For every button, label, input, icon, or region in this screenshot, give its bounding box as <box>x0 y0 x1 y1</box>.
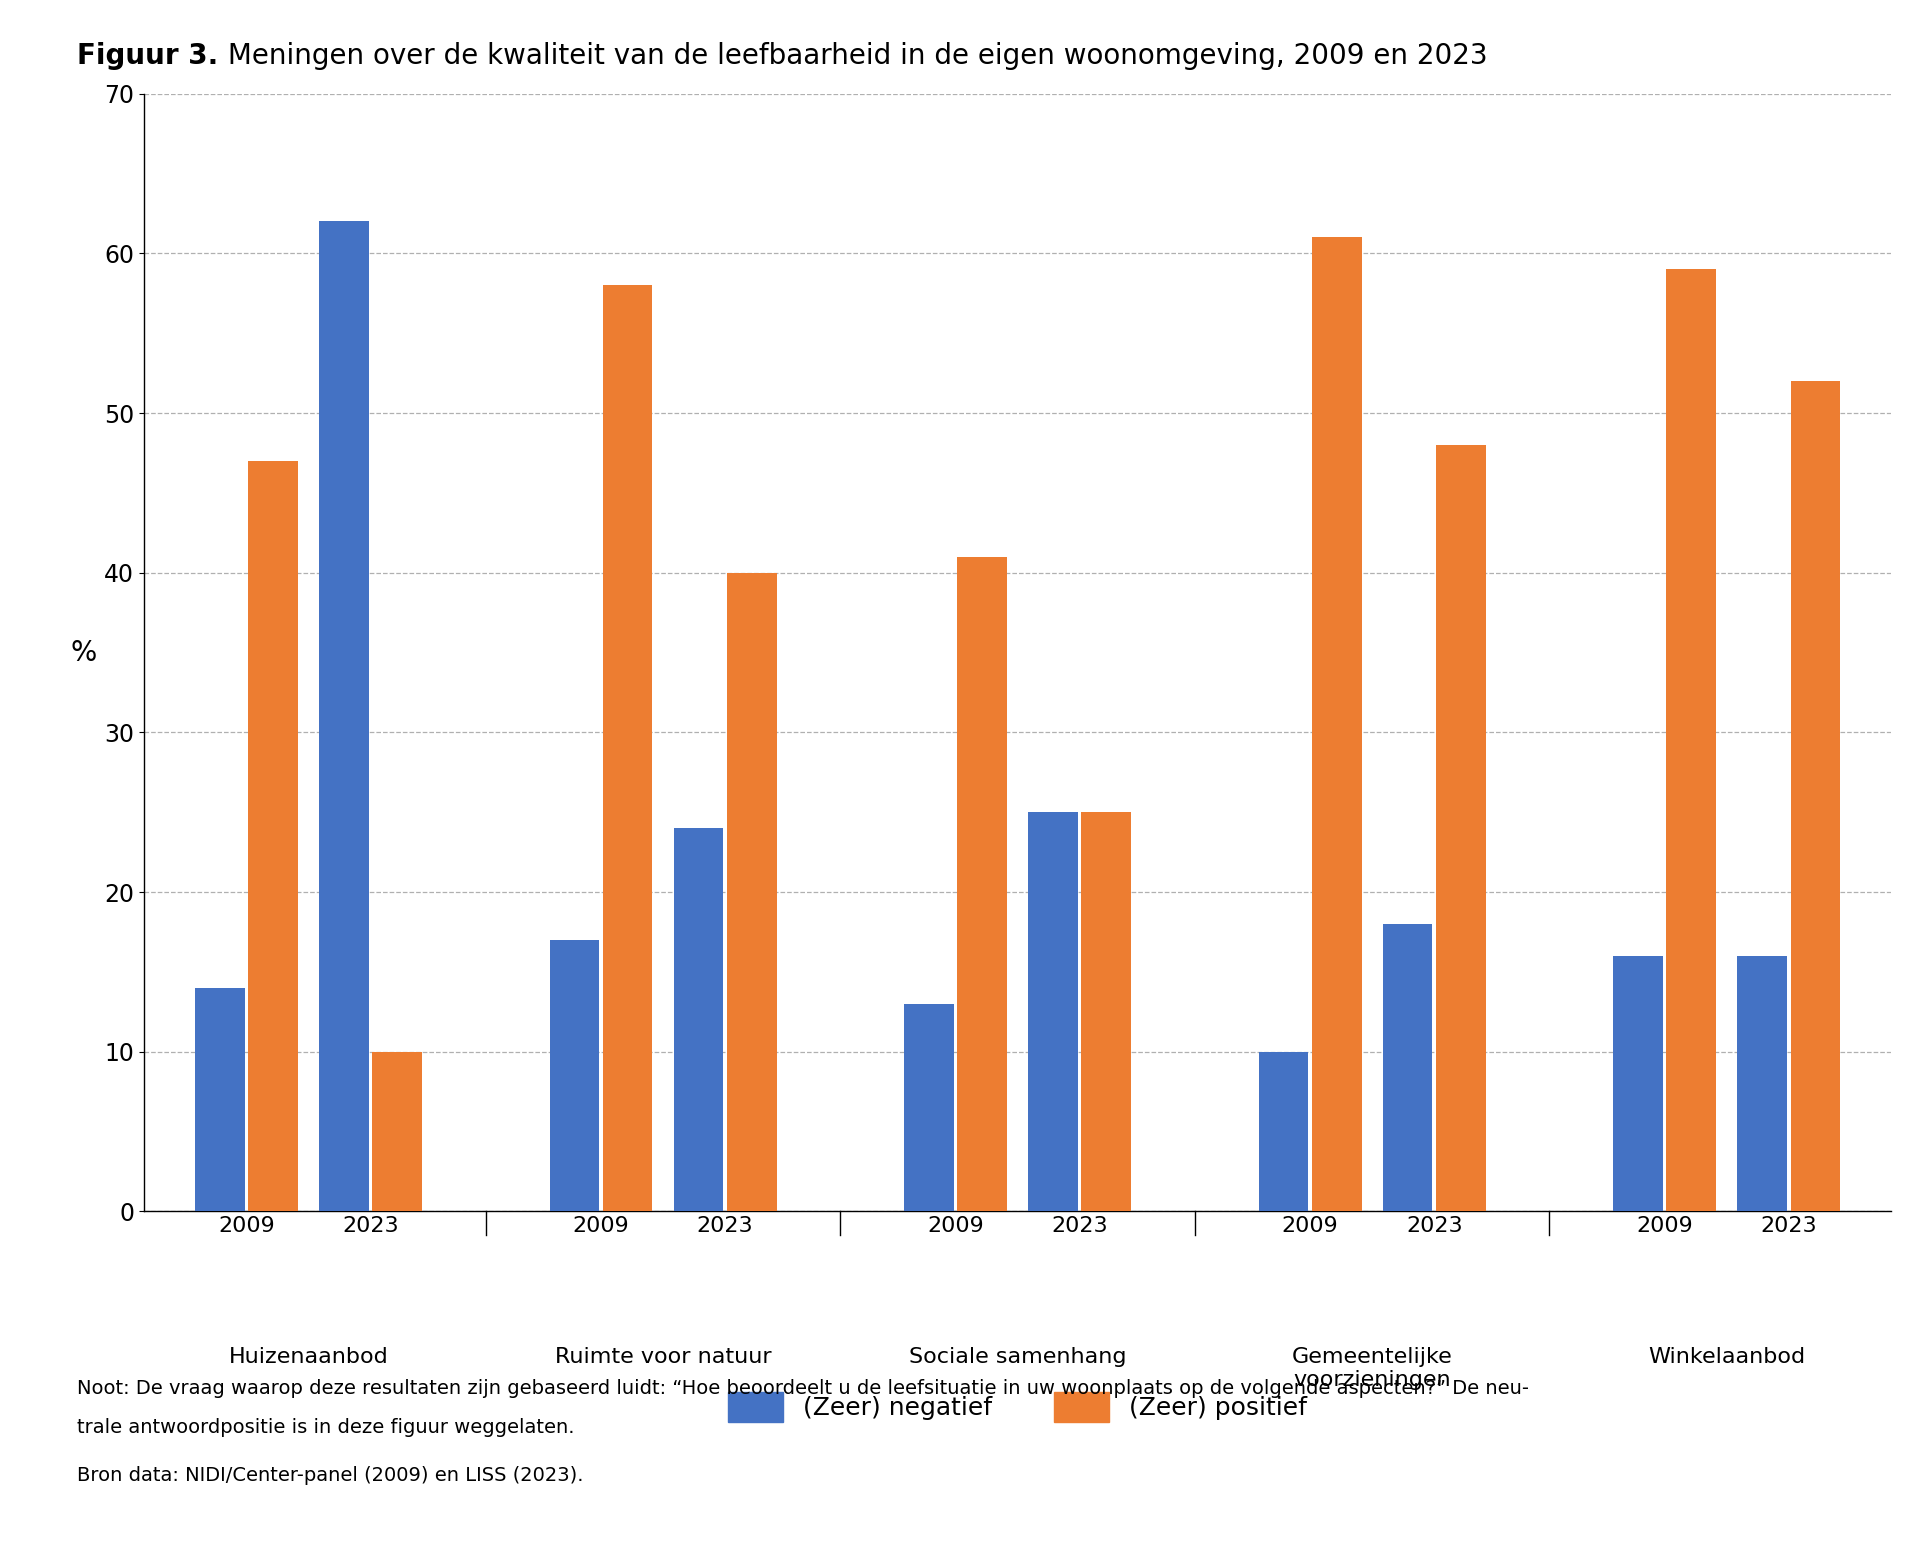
Bar <box>728 572 776 1211</box>
Text: Meningen over de kwaliteit van de leefbaarheid in de eigen woonomgeving, 2009 en: Meningen over de kwaliteit van de leefba… <box>219 42 1488 70</box>
Text: Bron data: NIDI/Center-panel (2009) en LISS (2023).: Bron data: NIDI/Center-panel (2009) en L… <box>77 1466 584 1485</box>
Bar <box>1081 813 1131 1211</box>
Bar <box>248 461 298 1211</box>
Bar <box>674 828 724 1211</box>
Bar <box>319 222 369 1211</box>
Bar <box>1029 813 1077 1211</box>
Bar <box>904 1003 954 1211</box>
Bar <box>1667 269 1716 1211</box>
Text: Gemeentelijke
voorzieningen: Gemeentelijke voorzieningen <box>1292 1347 1453 1390</box>
Y-axis label: %: % <box>69 639 96 666</box>
Bar <box>1613 957 1663 1211</box>
Bar <box>549 939 599 1211</box>
Bar <box>1260 1052 1308 1211</box>
Bar <box>1738 957 1788 1211</box>
Bar <box>1791 381 1839 1211</box>
Bar <box>196 988 244 1211</box>
Bar <box>603 286 653 1211</box>
Text: Figuur 3.: Figuur 3. <box>77 42 219 70</box>
Text: Winkelaanbod: Winkelaanbod <box>1647 1347 1805 1368</box>
Text: trale antwoordpositie is in deze figuur weggelaten.: trale antwoordpositie is in deze figuur … <box>77 1418 574 1436</box>
Bar <box>1311 238 1361 1211</box>
Text: Huizenaanbod: Huizenaanbod <box>228 1347 388 1368</box>
Bar <box>372 1052 422 1211</box>
Bar <box>1382 924 1432 1211</box>
Text: Ruimte voor natuur: Ruimte voor natuur <box>555 1347 772 1368</box>
Legend: (Zeer) negatief, (Zeer) positief: (Zeer) negatief, (Zeer) positief <box>728 1391 1308 1422</box>
Bar <box>958 556 1006 1211</box>
Text: Sociale samenhang: Sociale samenhang <box>908 1347 1127 1368</box>
Text: Noot: De vraag waarop deze resultaten zijn gebaseerd luidt: “Hoe beoordeelt u de: Noot: De vraag waarop deze resultaten zi… <box>77 1379 1528 1397</box>
Bar <box>1436 445 1486 1211</box>
